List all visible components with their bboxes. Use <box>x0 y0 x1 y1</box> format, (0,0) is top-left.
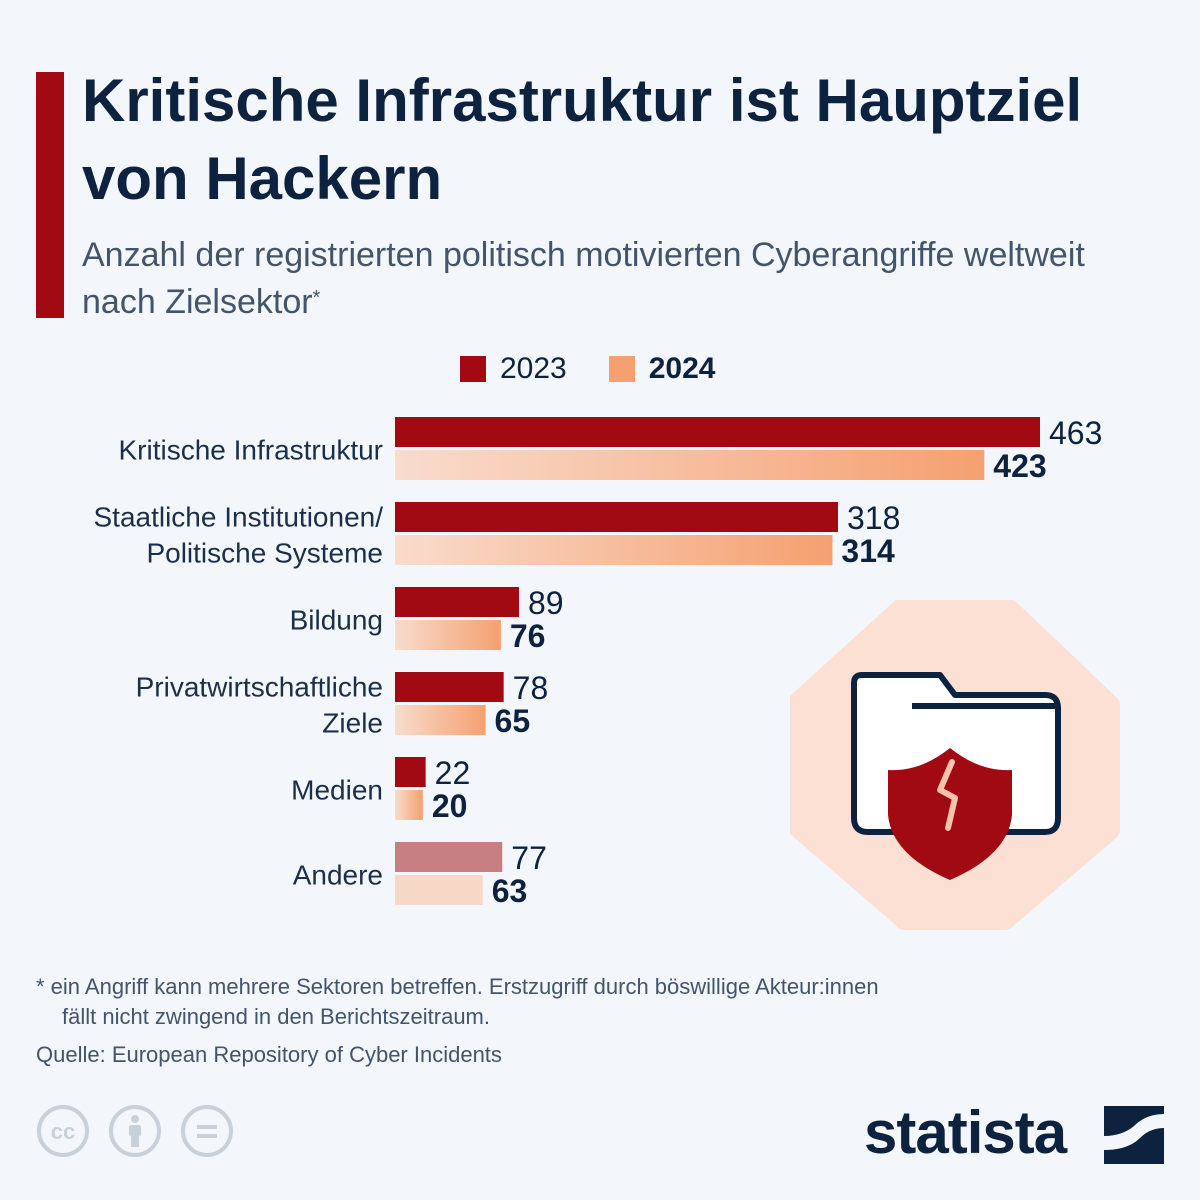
subtitle-text: Anzahl der registrierten politisch motiv… <box>82 236 1085 321</box>
legend-label-2024: 2024 <box>648 352 716 385</box>
value-label-2023: 77 <box>511 840 547 876</box>
chart-subtitle: Anzahl der registrierten politisch motiv… <box>82 232 1132 326</box>
bar-2024 <box>395 705 486 735</box>
hacked-folder-illustration <box>790 600 1120 930</box>
source-text: Quelle: European Repository of Cyber Inc… <box>36 1042 502 1067</box>
value-label-2024: 314 <box>841 533 895 569</box>
legend-item-2024: 2024 <box>608 352 716 386</box>
bar-2024 <box>395 450 985 480</box>
category-label: Staatliche Institutionen/ <box>93 502 383 533</box>
footnote: * ein Angriff kann mehrere Sektoren betr… <box>36 972 1096 1032</box>
cc-icon[interactable]: cc <box>36 1104 90 1158</box>
bar-2023 <box>395 587 519 617</box>
attribution-icon[interactable] <box>108 1104 162 1158</box>
crack-icon <box>937 759 958 831</box>
value-label-2024: 65 <box>495 703 531 739</box>
value-label-2024: 63 <box>492 873 528 909</box>
chart-title: Kritische Infrastruktur ist Hauptziel vo… <box>82 67 1083 212</box>
bar-2023 <box>395 842 503 872</box>
legend-item-2023: 2023 <box>460 352 567 386</box>
bar-2024 <box>395 535 833 565</box>
bar-2023 <box>395 502 839 532</box>
chart-legend: 2023 2024 <box>460 352 758 386</box>
footnote-line-2: fällt nicht zwingend in den Berichtszeit… <box>62 1004 490 1029</box>
value-label-2024: 20 <box>432 788 468 824</box>
category-label: Andere <box>293 860 383 891</box>
category-label: Kritische Infrastruktur <box>118 435 383 466</box>
category-label: Medien <box>291 775 383 806</box>
bar-2024 <box>395 875 483 905</box>
bar-2023 <box>395 672 504 702</box>
legend-swatch-2023 <box>460 356 486 382</box>
bar-2024 <box>395 620 501 650</box>
title-accent-bar <box>36 72 64 318</box>
statista-logo-text[interactable]: statista <box>864 1099 1067 1166</box>
value-label-2024: 423 <box>993 448 1046 484</box>
subtitle-footnote-mark: * <box>312 287 321 309</box>
value-label-2023: 318 <box>847 500 900 536</box>
license-icons: cc <box>36 1104 252 1158</box>
footnote-line-1: * ein Angriff kann mehrere Sektoren betr… <box>36 974 879 999</box>
category-label: Politische Systeme <box>146 538 383 569</box>
no-derivatives-icon[interactable] <box>180 1104 234 1158</box>
value-label-2023: 78 <box>513 670 549 706</box>
value-label-2024: 76 <box>510 618 546 654</box>
statista-logo-icon[interactable] <box>1104 1106 1164 1164</box>
cc-icon-text: cc <box>51 1119 75 1144</box>
bar-2023 <box>395 417 1040 447</box>
category-label: Ziele <box>322 708 383 739</box>
value-label-2023: 22 <box>435 755 471 791</box>
bar-2024 <box>395 790 423 820</box>
value-label-2023: 463 <box>1049 415 1102 451</box>
bar-2023 <box>395 757 426 787</box>
legend-label-2023: 2023 <box>500 352 567 385</box>
category-label: Bildung <box>290 605 383 636</box>
category-label: Privatwirtschaftliche <box>136 672 383 703</box>
legend-swatch-2024 <box>608 356 635 382</box>
value-label-2023: 89 <box>528 585 564 621</box>
